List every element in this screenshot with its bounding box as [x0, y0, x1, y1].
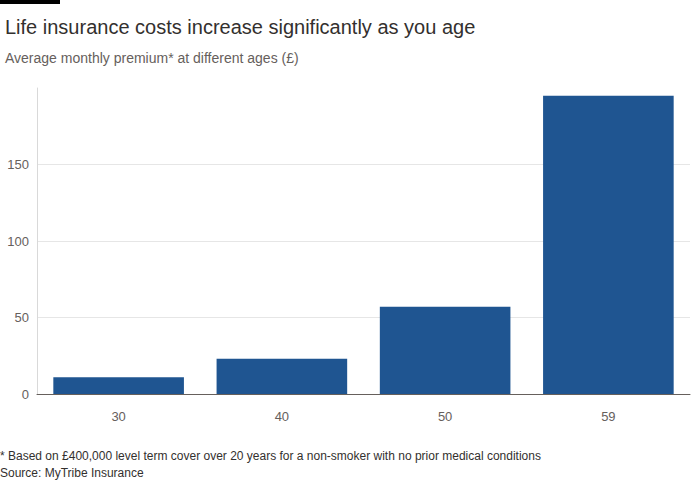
svg-text:Average monthly premium* at di: Average monthly premium* at different ag…: [5, 50, 299, 66]
svg-text:* Based on £400,000 level term: * Based on £400,000 level term cover ove…: [0, 449, 541, 463]
svg-text:Life insurance costs increase: Life insurance costs increase significan…: [5, 16, 475, 38]
svg-text:50: 50: [15, 310, 29, 325]
svg-text:0: 0: [22, 387, 29, 402]
svg-text:59: 59: [601, 409, 615, 424]
svg-text:50: 50: [438, 409, 452, 424]
svg-text:Source: MyTribe Insurance: Source: MyTribe Insurance: [0, 466, 144, 480]
svg-text:30: 30: [111, 409, 125, 424]
svg-text:100: 100: [7, 234, 29, 249]
svg-text:40: 40: [275, 409, 289, 424]
svg-text:150: 150: [7, 157, 29, 172]
